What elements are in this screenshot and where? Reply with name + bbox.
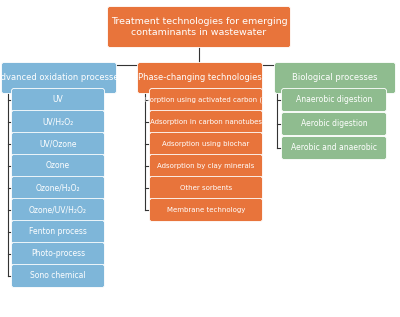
FancyBboxPatch shape: [282, 113, 386, 135]
Text: Adsorption using activated carbon (AC): Adsorption using activated carbon (AC): [137, 97, 275, 103]
Text: Membrane technology: Membrane technology: [167, 207, 245, 213]
Text: Aerobic digestion: Aerobic digestion: [301, 120, 367, 128]
FancyBboxPatch shape: [150, 154, 262, 178]
Text: Treatment technologies for emerging
contaminants in wastewater: Treatment technologies for emerging cont…: [111, 17, 287, 37]
Text: Anaerobic digestion: Anaerobic digestion: [296, 95, 372, 105]
Text: Phase-changing technologies: Phase-changing technologies: [138, 74, 262, 82]
FancyBboxPatch shape: [282, 88, 386, 112]
Text: Adsorption using biochar: Adsorption using biochar: [162, 141, 250, 147]
Text: UV: UV: [53, 95, 63, 105]
FancyBboxPatch shape: [12, 88, 104, 112]
Text: Ozone: Ozone: [46, 161, 70, 171]
FancyBboxPatch shape: [12, 264, 104, 288]
Text: Ozone/UV/H₂O₂: Ozone/UV/H₂O₂: [29, 205, 87, 215]
Text: Aerobic and anaerobic: Aerobic and anaerobic: [291, 144, 377, 152]
Text: Sono chemical: Sono chemical: [30, 271, 86, 281]
Text: Advanced oxidation processes: Advanced oxidation processes: [0, 74, 123, 82]
Text: Other sorbents: Other sorbents: [180, 185, 232, 191]
Text: Adsorption by clay minerals: Adsorption by clay minerals: [157, 163, 255, 169]
FancyBboxPatch shape: [150, 88, 262, 112]
FancyBboxPatch shape: [138, 62, 262, 94]
FancyBboxPatch shape: [150, 177, 262, 199]
FancyBboxPatch shape: [12, 221, 104, 243]
FancyBboxPatch shape: [12, 111, 104, 133]
FancyBboxPatch shape: [274, 62, 396, 94]
FancyBboxPatch shape: [12, 243, 104, 266]
FancyBboxPatch shape: [12, 177, 104, 199]
Text: Biological processes: Biological processes: [292, 74, 378, 82]
Text: Photo-process: Photo-process: [31, 249, 85, 258]
Text: UV/H₂O₂: UV/H₂O₂: [42, 118, 74, 126]
FancyBboxPatch shape: [12, 198, 104, 222]
Text: Ozone/H₂O₂: Ozone/H₂O₂: [36, 184, 80, 192]
FancyBboxPatch shape: [12, 133, 104, 156]
Text: UV/Ozone: UV/Ozone: [39, 139, 77, 148]
FancyBboxPatch shape: [150, 133, 262, 156]
Text: Fenton process: Fenton process: [29, 228, 87, 236]
FancyBboxPatch shape: [12, 154, 104, 178]
FancyBboxPatch shape: [282, 137, 386, 159]
FancyBboxPatch shape: [150, 198, 262, 222]
FancyBboxPatch shape: [2, 62, 116, 94]
FancyBboxPatch shape: [150, 111, 262, 133]
FancyBboxPatch shape: [108, 7, 290, 48]
Text: Adsorption in carbon nanotubes: Adsorption in carbon nanotubes: [150, 119, 262, 125]
